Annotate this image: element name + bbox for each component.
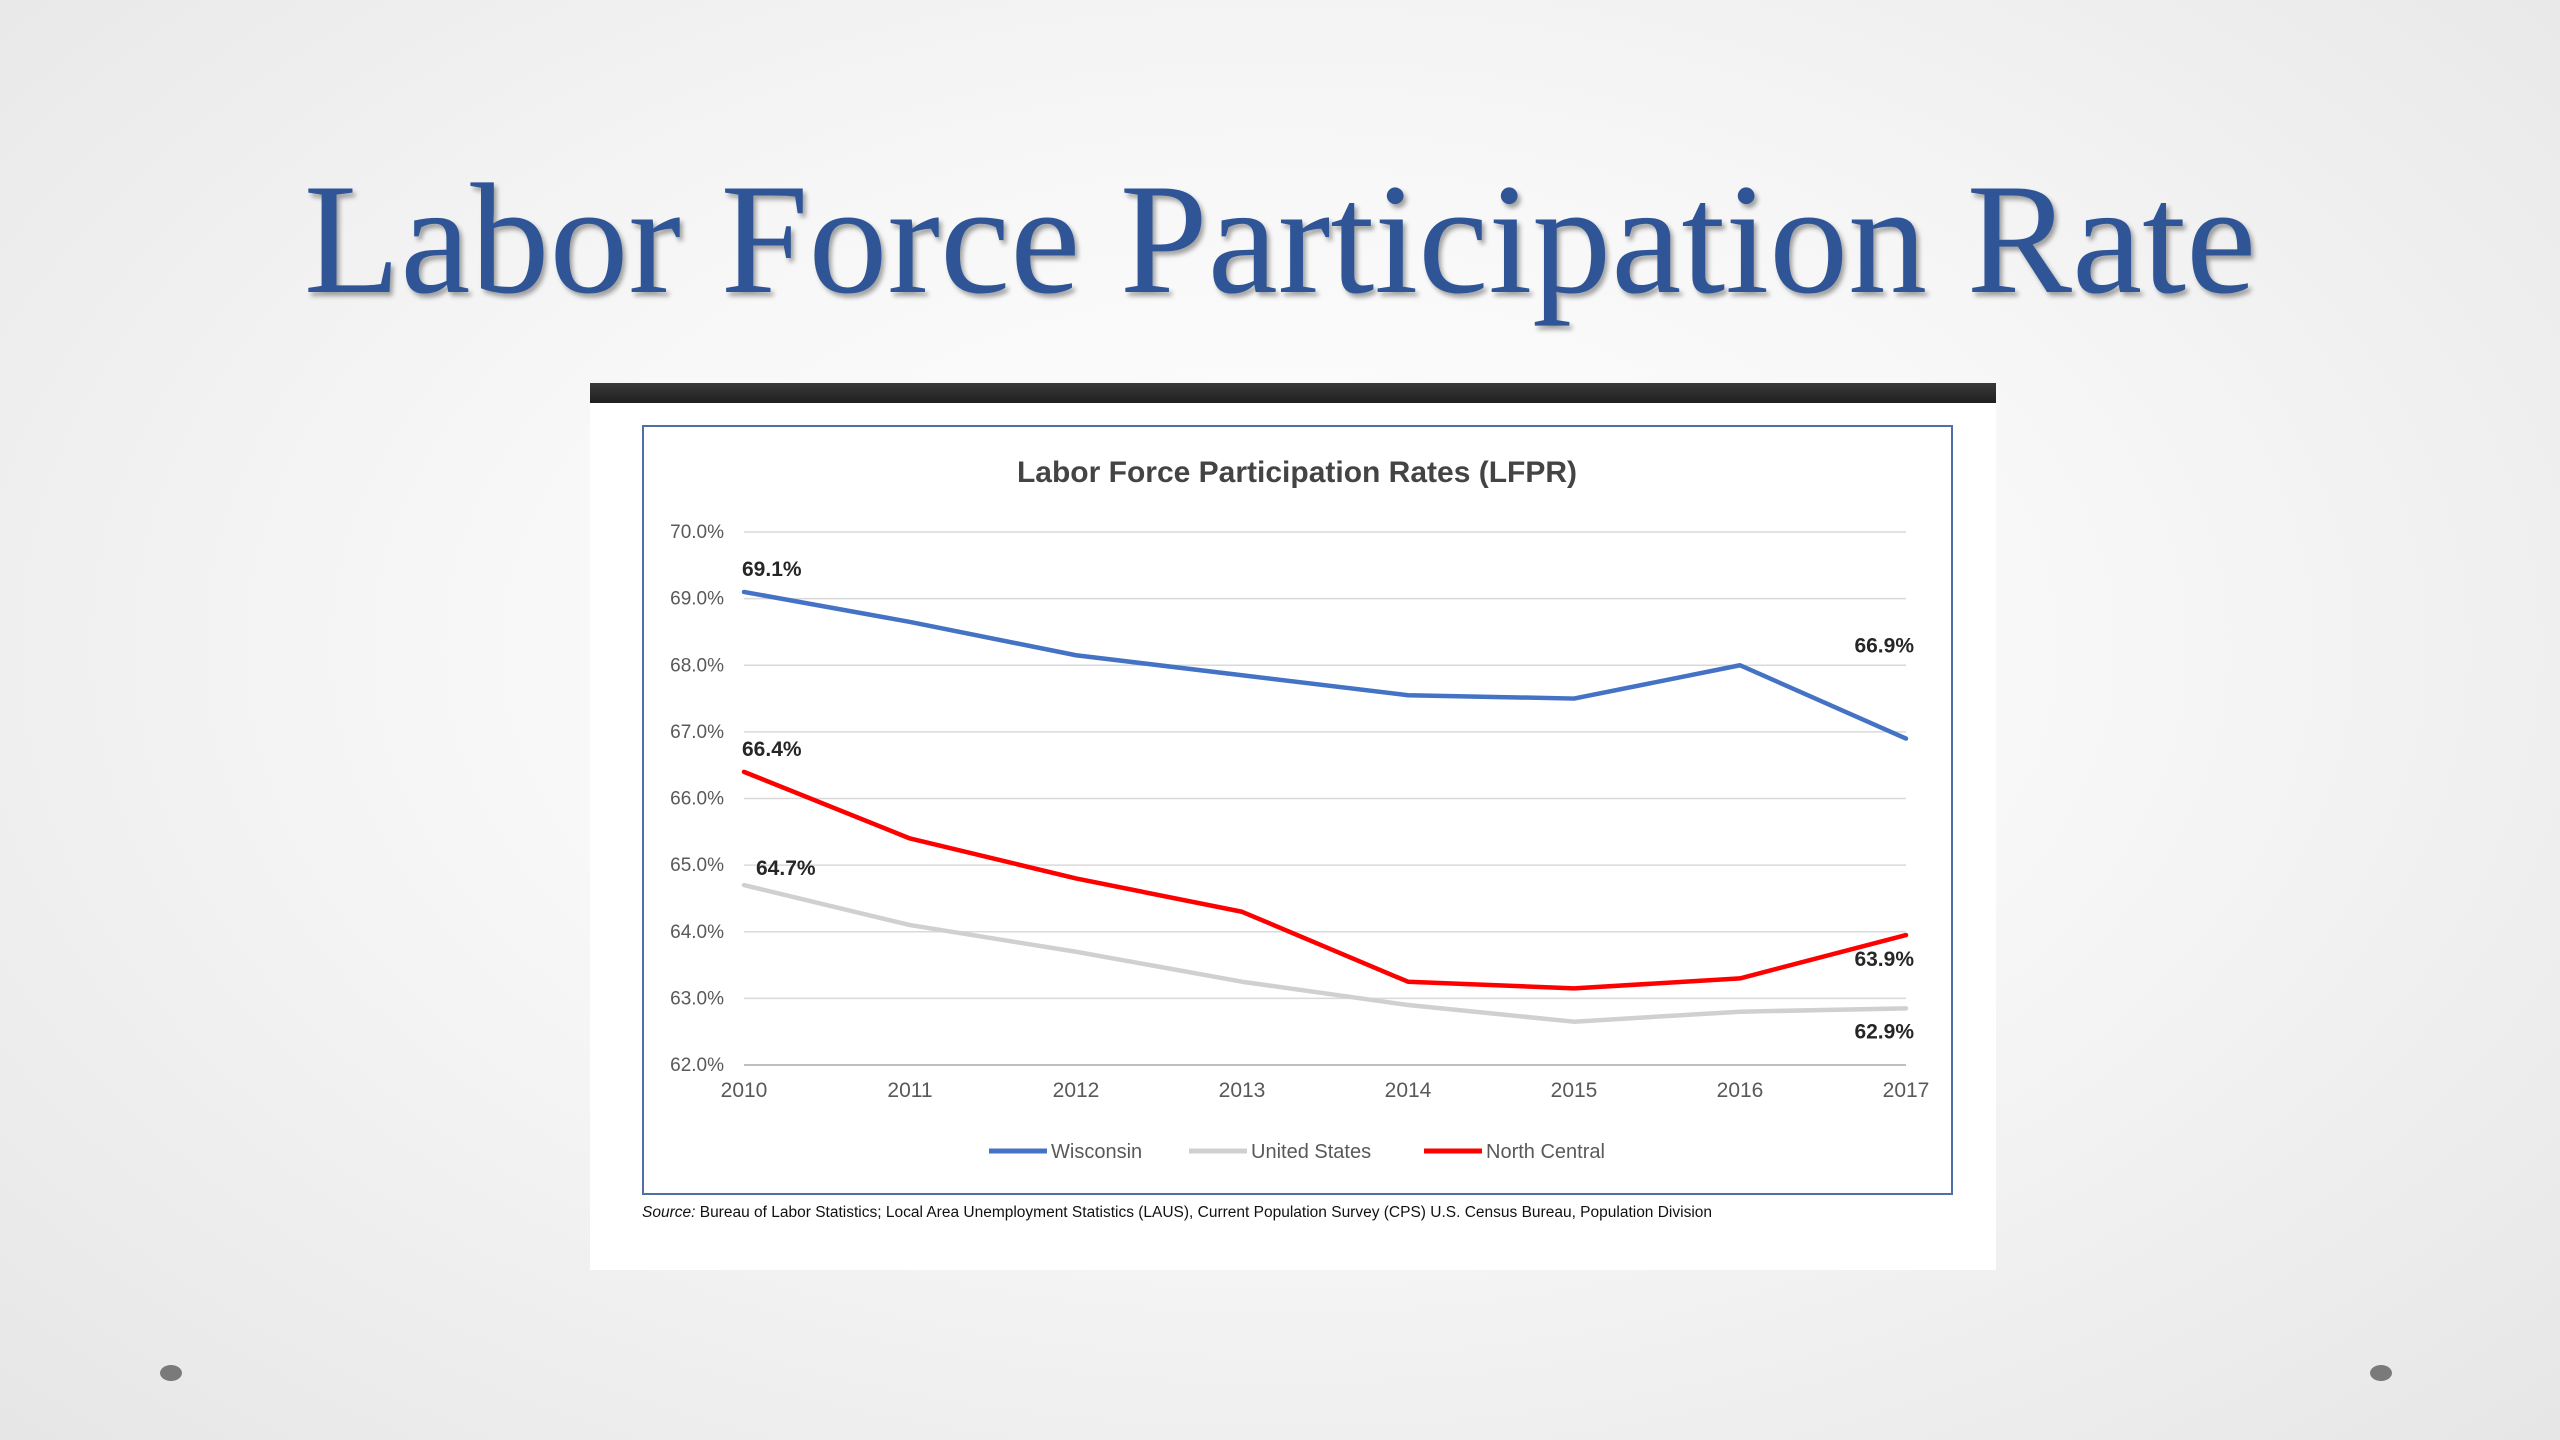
y-tick-label: 65.0% <box>670 855 724 876</box>
x-tick-label: 2012 <box>1053 1079 1100 1102</box>
slide-corner-dot-right <box>2370 1365 2392 1381</box>
y-tick-label: 68.0% <box>670 655 724 676</box>
series-line-wisconsin <box>741 589 1909 741</box>
legend-label: United States <box>1251 1141 1371 1163</box>
line-chart: Labor Force Participation Rates (LFPR) 62… <box>670 456 1930 1163</box>
y-tick-label: 69.0% <box>670 589 724 610</box>
data-label: 63.9% <box>1854 948 1914 971</box>
x-tick-label: 2016 <box>1717 1079 1764 1102</box>
data-label: 66.4% <box>742 738 802 761</box>
series-line-north-central <box>741 769 1909 991</box>
source-note: Source: Bureau of Labor Statistics; Loca… <box>642 1204 1982 1222</box>
data-label: 66.9% <box>1854 635 1914 658</box>
slide-title: Labor Force Participation Rate <box>303 152 2257 327</box>
y-tick-label: 62.0% <box>670 1055 724 1076</box>
legend-label: Wisconsin <box>1051 1141 1142 1163</box>
y-tick-label: 70.0% <box>670 522 724 543</box>
x-tick-label: 2013 <box>1219 1079 1266 1102</box>
y-tick-label: 63.0% <box>670 988 724 1009</box>
x-tick-label: 2017 <box>1883 1079 1930 1102</box>
data-label: 62.9% <box>1854 1020 1914 1043</box>
legend-label: North Central <box>1486 1141 1605 1163</box>
y-tick-label: 64.0% <box>670 922 724 943</box>
source-label: Source: <box>642 1204 696 1221</box>
x-tick-label: 2010 <box>721 1079 768 1102</box>
x-tick-label: 2014 <box>1385 1079 1432 1102</box>
chart-title: Labor Force Participation Rates (LFPR) <box>1017 456 1577 489</box>
chart-frame: Labor Force Participation Rates (LFPR) 62… <box>642 425 1953 1195</box>
picture-top-bar <box>590 383 1996 403</box>
data-label: 64.7% <box>756 857 816 880</box>
x-tick-label: 2015 <box>1551 1079 1598 1102</box>
chart-picture: Labor Force Participation Rates (LFPR) 62… <box>590 383 1996 1270</box>
slide-corner-dot-left <box>160 1365 182 1381</box>
series-line-united-states <box>741 882 1909 1024</box>
x-tick-label: 2011 <box>887 1079 932 1102</box>
data-label: 69.1% <box>742 558 802 581</box>
y-tick-label: 66.0% <box>670 789 724 810</box>
source-text: Bureau of Labor Statistics; Local Area U… <box>695 1204 1713 1221</box>
y-tick-label: 67.0% <box>670 722 724 743</box>
